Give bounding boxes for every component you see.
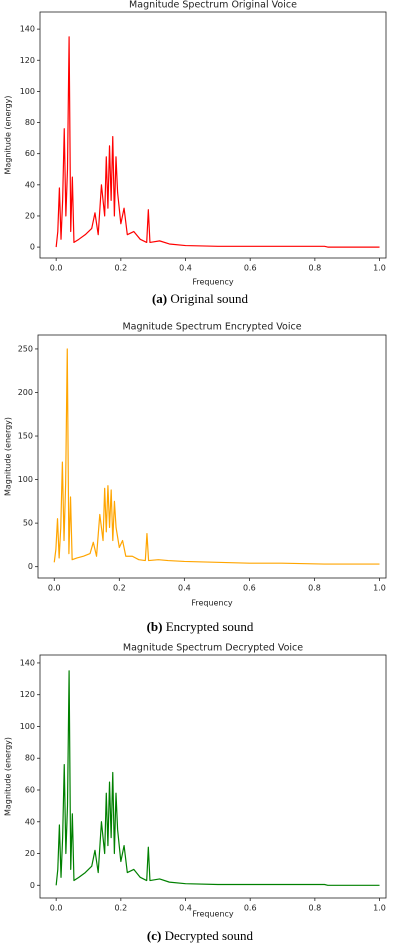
caption-text: Original sound [170,291,248,306]
x-tick-label: 0.8 [308,904,321,913]
y-tick-label: 120 [20,690,35,699]
chart-title: Magnitude Spectrum Original Voice [129,0,297,11]
x-tick-label: 0.6 [244,264,257,273]
y-tick-label: 100 [20,722,35,731]
y-tick-label: 100 [20,87,35,96]
y-tick-label: 250 [18,344,33,353]
plot-frame [39,11,387,259]
y-tick-label: 0 [30,243,35,252]
y-axis-label: Magnitude (energy) [4,95,13,174]
caption-label: (b) [147,619,163,634]
x-tick-label: 0.2 [113,584,126,593]
x-tick-label: 0.0 [50,264,63,273]
x-axis-label: Frequency [192,910,234,919]
y-tick-label: 100 [18,475,33,484]
x-tick-label: 0.8 [308,584,321,593]
x-tick-label: 0.4 [178,584,191,593]
caption: (b) Encrypted sound [147,619,254,634]
spectrum-line [53,348,380,565]
y-axis-label: Magnitude (energy) [4,737,13,816]
caption-text: Encrypted sound [166,619,254,634]
x-axis-label: Frequency [192,278,234,287]
y-tick-label: 80 [25,754,35,763]
y-axis-label: Magnitude (energy) [4,417,13,496]
x-tick-label: 0.6 [244,904,257,913]
x-tick-label: 0.0 [50,904,63,913]
y-tick-label: 120 [20,56,35,65]
y-tick-label: 0 [30,881,35,890]
y-tick-label: 40 [25,817,35,826]
plot-frame [39,654,387,899]
x-tick-label: 0.8 [308,264,321,273]
y-tick-label: 200 [18,388,33,397]
y-tick-label: 140 [20,25,35,34]
chart-title: Magnitude Spectrum Encrypted Voice [122,322,301,333]
y-tick-label: 50 [23,519,33,528]
y-tick-label: 80 [25,118,35,127]
caption-text: Decrypted sound [165,928,254,943]
x-tick-label: 0.0 [48,584,61,593]
plot-frame [37,334,387,579]
y-tick-label: 150 [18,432,33,441]
x-tick-label: 0.2 [114,264,127,273]
y-tick-label: 20 [25,849,35,858]
x-tick-label: 0.4 [179,264,192,273]
spectrum-line [55,670,380,886]
x-tick-label: 0.4 [179,904,192,913]
caption: (a) Original sound [152,291,249,306]
y-tick-label: 60 [25,149,35,158]
chart-title: Magnitude Spectrum Decrypted Voice [123,643,303,654]
spectrum-line [55,36,380,248]
x-tick-label: 0.6 [243,584,256,593]
x-tick-label: 1.0 [373,264,386,273]
y-tick-label: 140 [20,658,35,667]
x-axis-label: Frequency [191,599,233,608]
y-tick-label: 60 [25,786,35,795]
caption-label: (a) [152,291,167,306]
x-tick-label: 0.2 [114,904,127,913]
x-tick-label: 1.0 [373,904,386,913]
y-tick-label: 40 [25,180,35,189]
y-tick-label: 20 [25,211,35,220]
caption-label: (c) [147,928,161,943]
caption: (c) Decrypted sound [147,928,254,943]
y-tick-label: 0 [28,562,33,571]
x-tick-label: 1.0 [373,584,386,593]
